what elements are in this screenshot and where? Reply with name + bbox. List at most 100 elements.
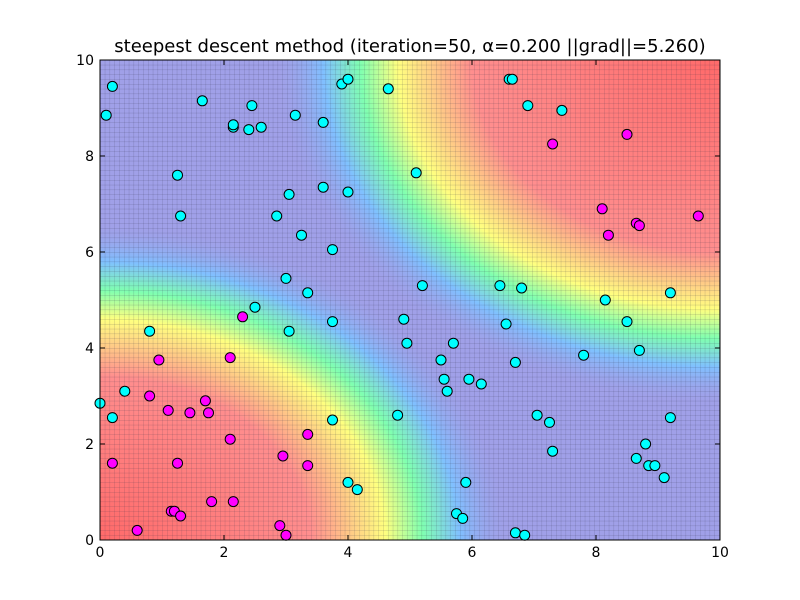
data-point-magenta [547, 138, 559, 150]
data-point-cyan [649, 460, 661, 472]
data-point-magenta [302, 460, 314, 472]
data-point-cyan [556, 104, 568, 116]
data-point-cyan [410, 167, 422, 179]
data-point-cyan [119, 385, 131, 397]
data-point-cyan [382, 83, 394, 95]
data-point-cyan [500, 318, 512, 330]
data-point-magenta [277, 450, 289, 462]
x-tick-label: 4 [344, 545, 353, 561]
x-tick-label: 0 [96, 545, 105, 561]
data-point-cyan [516, 282, 528, 294]
data-point-cyan [280, 272, 292, 284]
data-point-magenta [602, 229, 614, 241]
data-point-magenta [106, 457, 118, 469]
data-point-cyan [106, 412, 118, 424]
data-point-cyan [317, 116, 329, 128]
y-tick-labels: 0 2 4 6 8 10 [76, 53, 94, 549]
data-point-cyan [460, 476, 472, 488]
x-tick-label: 10 [711, 545, 729, 561]
data-point-magenta [596, 203, 608, 215]
data-point-cyan [327, 244, 338, 256]
data-point-magenta [199, 395, 211, 407]
data-point-cyan [342, 73, 354, 85]
data-point-cyan [392, 409, 404, 421]
data-point-cyan [342, 186, 354, 198]
data-point-cyan [435, 354, 447, 366]
data-point-cyan [531, 409, 543, 421]
data-point-cyan [633, 344, 645, 356]
data-point-magenta [224, 433, 236, 445]
x-tick-label: 6 [468, 545, 477, 561]
data-point-magenta [302, 428, 314, 440]
data-point-cyan [327, 316, 338, 328]
data-point-cyan [196, 95, 208, 107]
data-point-cyan [249, 301, 261, 313]
axis-ticks [99, 59, 721, 541]
data-point-magenta [633, 220, 645, 232]
data-point-cyan [283, 325, 295, 337]
data-point-cyan [401, 337, 413, 349]
data-point-cyan [441, 385, 453, 397]
plot-frame [99, 59, 721, 541]
data-point-cyan [283, 188, 295, 200]
data-point-cyan [509, 527, 521, 539]
data-point-cyan [664, 287, 676, 299]
data-point-cyan [494, 280, 506, 292]
data-point-cyan [255, 121, 267, 133]
x-tick-label: 8 [592, 545, 601, 561]
data-point-cyan [509, 356, 521, 368]
data-point-magenta [162, 404, 174, 416]
data-point-magenta [184, 407, 196, 419]
data-point-cyan [243, 124, 255, 136]
y-tick-label: 10 [76, 53, 94, 69]
data-point-cyan [175, 210, 187, 222]
data-point-cyan [640, 438, 652, 450]
y-tick-label: 6 [85, 245, 94, 261]
scatter-points [94, 73, 704, 541]
data-point-magenta [206, 496, 218, 508]
data-point-cyan [522, 100, 534, 112]
data-point-magenta [175, 510, 187, 522]
data-point-cyan [457, 512, 469, 524]
data-point-cyan [296, 229, 307, 241]
mesh-grid [100, 60, 720, 540]
data-point-cyan [447, 337, 459, 349]
data-point-magenta [203, 407, 214, 419]
data-point-magenta [131, 524, 143, 536]
data-point-cyan [144, 325, 156, 337]
data-point-cyan [317, 181, 329, 193]
data-point-cyan [289, 109, 301, 121]
y-tick-label: 8 [85, 149, 94, 165]
data-point-cyan [106, 80, 118, 92]
data-point-cyan [351, 484, 363, 496]
data-point-cyan [302, 287, 314, 299]
data-point-cyan [246, 100, 258, 112]
y-tick-label: 0 [85, 533, 94, 549]
data-point-cyan [398, 313, 410, 325]
data-point-magenta [280, 529, 292, 541]
data-point-magenta [237, 311, 249, 323]
data-point-cyan [621, 316, 633, 328]
data-point-cyan [578, 349, 590, 361]
data-point-cyan [271, 210, 283, 222]
data-point-magenta [274, 520, 286, 532]
data-point-cyan [100, 109, 112, 121]
plot-area [100, 60, 720, 540]
data-point-cyan [547, 445, 559, 457]
x-tick-label: 2 [220, 545, 229, 561]
data-point-cyan [227, 119, 239, 131]
data-point-cyan [599, 294, 611, 306]
data-point-magenta [692, 210, 704, 222]
y-tick-label: 2 [85, 437, 94, 453]
data-point-cyan [416, 280, 428, 292]
data-point-magenta [144, 390, 156, 402]
data-point-magenta [172, 457, 183, 469]
data-point-cyan [544, 416, 555, 428]
data-point-magenta [224, 352, 236, 364]
y-tick-label: 4 [85, 341, 94, 357]
data-point-cyan [519, 529, 531, 541]
data-point-cyan [664, 412, 676, 424]
data-point-cyan [438, 373, 450, 385]
data-point-cyan [463, 373, 475, 385]
